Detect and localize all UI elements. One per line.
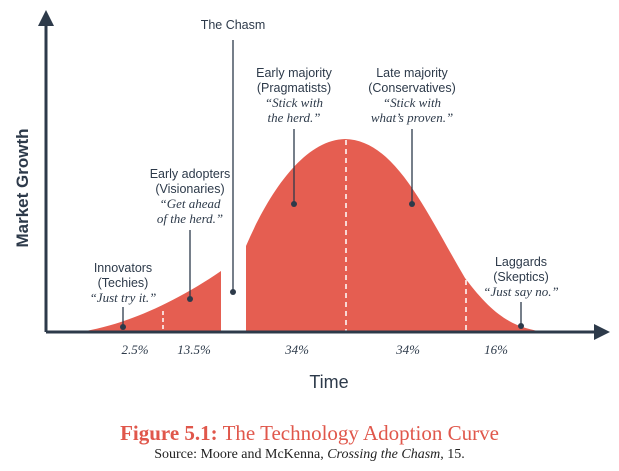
y-axis-label: Market Growth [13, 128, 32, 247]
percent-laggards: 16% [484, 342, 508, 357]
early-majority-quote-line1: “Stick with [265, 95, 323, 110]
figure-title: The Technology Adoption Curve [222, 421, 499, 445]
figure-caption: Figure 5.1: The Technology Adoption Curv… [0, 421, 619, 446]
x-axis-label: Time [309, 372, 348, 392]
x-axis-arrow [594, 324, 610, 340]
source-prefix: Source: Moore and McKenna, [154, 447, 328, 462]
early-adopters-dot [187, 296, 193, 302]
late-majority-name: Late majority [376, 66, 448, 80]
chasm-dot [230, 289, 236, 295]
early-majority-name: Early majority [256, 66, 332, 80]
innovators-dot [120, 324, 126, 330]
early-adopters-quote-line1: “Get ahead [159, 196, 221, 211]
source-book-title: Crossing the Chasm [327, 447, 441, 462]
late-majority-dot [409, 201, 415, 207]
early-majority-quote-line2: the herd.” [268, 110, 321, 125]
percent-innovators: 2.5% [121, 342, 148, 357]
curve-left-segment [80, 271, 221, 332]
figure-label: Figure 5.1: [120, 421, 218, 445]
late-majority-quote-line2: what’s proven.” [371, 110, 453, 125]
early-majority-subtitle: (Pragmatists) [257, 81, 331, 95]
innovators-subtitle: (Techies) [98, 276, 149, 290]
innovators-quote: “Just try it.” [90, 290, 157, 305]
late-majority-subtitle: (Conservatives) [368, 81, 456, 95]
laggards-subtitle: (Skeptics) [493, 270, 549, 284]
percent-late-majority: 34% [395, 342, 420, 357]
early-adopters-name: Early adopters [150, 167, 231, 181]
source-suffix: , 15. [440, 447, 465, 462]
late-majority-quote-line1: “Stick with [383, 95, 441, 110]
laggards-name: Laggards [495, 255, 547, 269]
early-adopters-quote-line2: of the herd.” [157, 211, 223, 226]
early-majority-dot [291, 201, 297, 207]
figure-source: Source: Moore and McKenna, Crossing the … [0, 447, 619, 463]
percent-early-adopters: 13.5% [177, 342, 211, 357]
y-axis-arrow [38, 10, 54, 26]
chasm-label: The Chasm [201, 18, 266, 32]
laggards-quote: “Just say no.” [483, 284, 558, 299]
innovators-name: Innovators [94, 261, 152, 275]
percent-early-majority: 34% [284, 342, 309, 357]
curve-right-segment [246, 139, 545, 332]
early-adopters-subtitle: (Visionaries) [155, 182, 224, 196]
laggards-dot [518, 323, 524, 329]
